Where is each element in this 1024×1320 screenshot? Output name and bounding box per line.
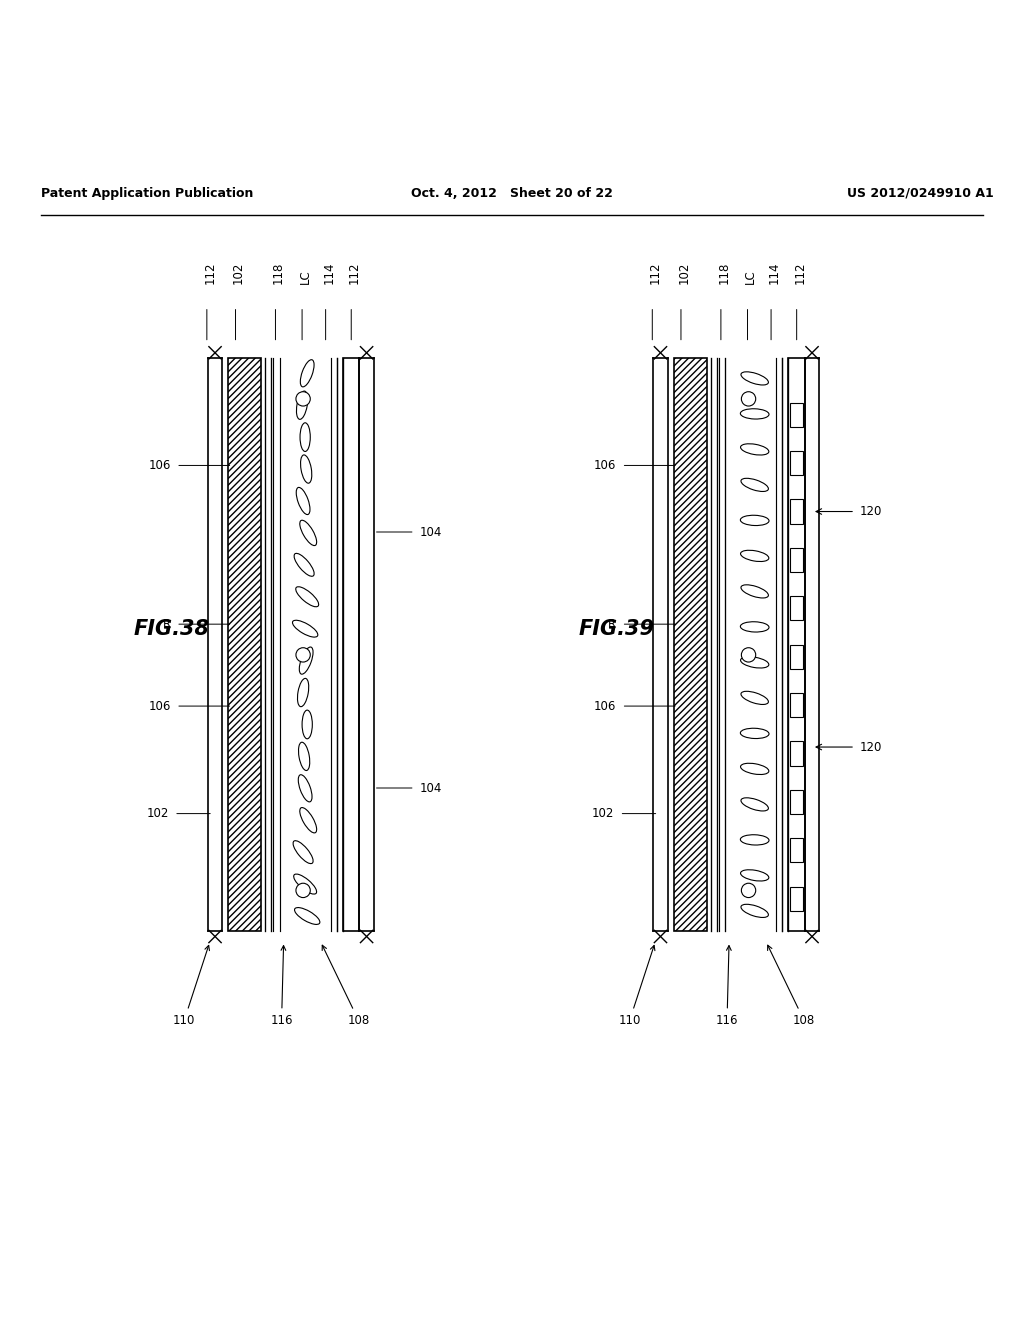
Ellipse shape <box>741 797 768 810</box>
Ellipse shape <box>300 520 316 545</box>
Bar <box>791 838 803 862</box>
Bar <box>791 548 803 572</box>
Text: 102: 102 <box>678 261 690 284</box>
Text: 102: 102 <box>592 807 614 820</box>
Ellipse shape <box>740 515 769 525</box>
Bar <box>343 358 359 932</box>
Circle shape <box>296 392 310 407</box>
Text: 102: 102 <box>146 807 169 820</box>
Ellipse shape <box>740 657 769 668</box>
Ellipse shape <box>296 586 318 607</box>
Text: 104: 104 <box>420 781 442 795</box>
Ellipse shape <box>297 391 307 420</box>
Text: US 2012/0249910 A1: US 2012/0249910 A1 <box>847 187 993 199</box>
Ellipse shape <box>298 678 308 706</box>
Ellipse shape <box>740 550 769 561</box>
Text: 106: 106 <box>148 459 171 473</box>
Ellipse shape <box>294 553 314 577</box>
Bar <box>791 499 803 524</box>
Circle shape <box>296 883 310 898</box>
Text: 112: 112 <box>204 261 216 284</box>
Text: LC: LC <box>744 269 757 284</box>
Text: R: R <box>608 618 616 631</box>
Text: 102: 102 <box>232 261 245 284</box>
Bar <box>228 358 261 932</box>
Bar <box>791 451 803 475</box>
Ellipse shape <box>298 775 312 801</box>
Circle shape <box>741 648 756 663</box>
Text: FIG.39: FIG.39 <box>579 619 654 639</box>
Ellipse shape <box>741 904 768 917</box>
Text: Oct. 4, 2012   Sheet 20 of 22: Oct. 4, 2012 Sheet 20 of 22 <box>411 187 613 199</box>
Ellipse shape <box>740 763 769 775</box>
Ellipse shape <box>741 585 768 598</box>
Text: 104: 104 <box>420 525 442 539</box>
Text: 116: 116 <box>270 945 293 1027</box>
Ellipse shape <box>293 620 317 638</box>
Text: 106: 106 <box>594 459 616 473</box>
Text: 116: 116 <box>716 945 738 1027</box>
Text: 120: 120 <box>860 741 883 754</box>
Bar <box>791 742 803 766</box>
Text: LC: LC <box>299 269 311 284</box>
Text: 110: 110 <box>173 945 210 1027</box>
Ellipse shape <box>740 834 769 845</box>
Ellipse shape <box>740 870 769 880</box>
Ellipse shape <box>300 808 316 833</box>
Text: 108: 108 <box>768 945 815 1027</box>
Text: 114: 114 <box>323 261 335 284</box>
Bar <box>791 644 803 669</box>
Circle shape <box>741 883 756 898</box>
Text: 118: 118 <box>718 261 730 284</box>
Bar <box>788 358 805 932</box>
Bar <box>791 789 803 814</box>
Text: 112: 112 <box>649 261 662 284</box>
Ellipse shape <box>741 692 768 705</box>
Bar <box>791 403 803 426</box>
Text: 114: 114 <box>768 261 780 284</box>
Text: 106: 106 <box>148 700 171 713</box>
Ellipse shape <box>296 487 310 515</box>
Text: R: R <box>163 618 171 631</box>
Ellipse shape <box>294 874 316 894</box>
Ellipse shape <box>740 729 769 738</box>
Text: 110: 110 <box>618 945 655 1027</box>
Ellipse shape <box>299 647 313 675</box>
Bar <box>674 358 707 932</box>
Circle shape <box>741 392 756 407</box>
Ellipse shape <box>295 908 319 924</box>
Text: 108: 108 <box>323 945 370 1027</box>
Ellipse shape <box>293 841 313 863</box>
Text: 118: 118 <box>272 261 285 284</box>
Ellipse shape <box>302 710 312 739</box>
Text: 106: 106 <box>594 700 616 713</box>
Text: FIG.38: FIG.38 <box>133 619 209 639</box>
Ellipse shape <box>300 422 310 451</box>
Bar <box>791 597 803 620</box>
Ellipse shape <box>741 372 768 385</box>
Bar <box>791 693 803 717</box>
Text: Patent Application Publication: Patent Application Publication <box>41 187 253 199</box>
Text: 112: 112 <box>348 261 360 284</box>
Text: 112: 112 <box>794 261 806 284</box>
Ellipse shape <box>741 478 768 491</box>
Bar <box>791 887 803 911</box>
Ellipse shape <box>299 742 309 771</box>
Ellipse shape <box>740 409 769 418</box>
Ellipse shape <box>740 444 769 455</box>
Ellipse shape <box>740 622 769 632</box>
Ellipse shape <box>301 455 311 483</box>
Circle shape <box>296 648 310 663</box>
Text: 120: 120 <box>860 506 883 517</box>
Ellipse shape <box>300 359 314 387</box>
